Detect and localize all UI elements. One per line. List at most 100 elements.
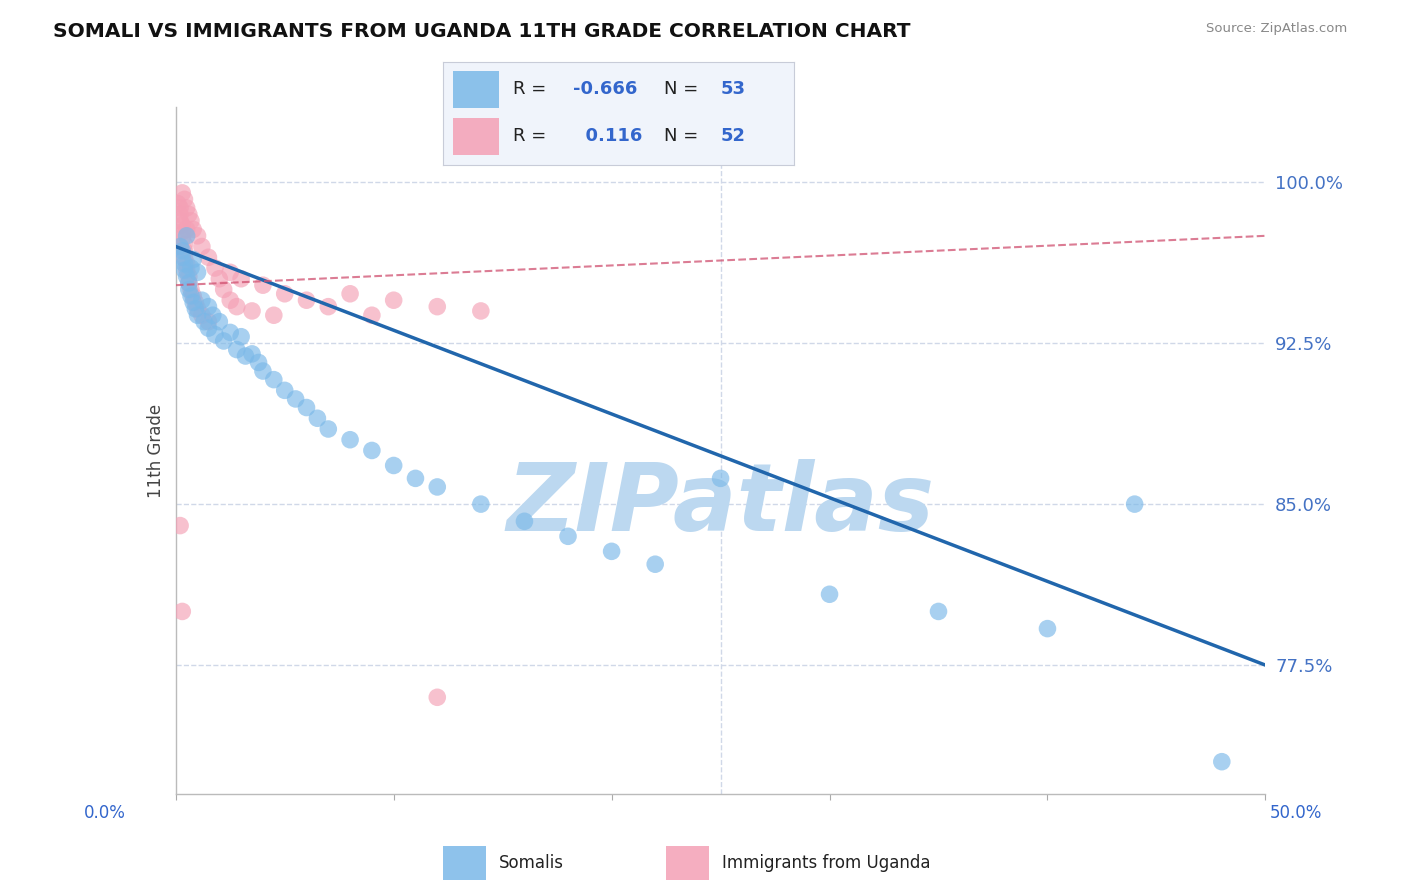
Y-axis label: 11th Grade: 11th Grade [146, 403, 165, 498]
Point [204, 327, 226, 342]
Point [710, 471, 733, 485]
Point [191, 239, 214, 253]
Point [176, 228, 198, 243]
Point [173, 257, 195, 271]
Text: N =: N = [664, 80, 699, 98]
Point [225, 343, 247, 357]
Point [201, 308, 224, 322]
Point [169, 214, 191, 228]
Point [557, 529, 579, 543]
Point [172, 225, 194, 239]
Point [274, 286, 297, 301]
Point [177, 207, 200, 221]
Point [318, 300, 340, 314]
Point [470, 304, 492, 318]
Text: 52: 52 [720, 128, 745, 145]
Point [470, 497, 492, 511]
Point [172, 218, 194, 232]
Point [172, 186, 194, 200]
Point [172, 250, 194, 264]
Point [307, 411, 329, 425]
Point [295, 401, 318, 415]
Point [360, 443, 382, 458]
Point [208, 271, 231, 285]
Point [173, 250, 195, 264]
Point [176, 201, 198, 215]
Point [1036, 622, 1059, 636]
Point [219, 293, 242, 308]
Point [405, 471, 427, 485]
Point [173, 237, 195, 252]
Point [169, 207, 191, 221]
Point [426, 300, 449, 314]
Point [212, 283, 235, 297]
Point [1123, 497, 1146, 511]
Point [176, 263, 198, 277]
Point [186, 308, 209, 322]
Bar [666, 846, 709, 880]
Point [172, 244, 194, 258]
Text: Source: ZipAtlas.com: Source: ZipAtlas.com [1206, 22, 1347, 36]
Point [180, 283, 202, 297]
Point [169, 518, 191, 533]
Point [177, 276, 200, 290]
Text: Somalis: Somalis [499, 854, 564, 872]
Text: SOMALI VS IMMIGRANTS FROM UGANDA 11TH GRADE CORRELATION CHART: SOMALI VS IMMIGRANTS FROM UGANDA 11TH GR… [53, 22, 911, 41]
Point [1211, 755, 1233, 769]
Point [263, 308, 285, 322]
Point [169, 239, 191, 253]
Point [176, 257, 198, 271]
Point [177, 276, 200, 290]
Point [426, 480, 449, 494]
Point [295, 293, 318, 308]
Point [191, 293, 214, 308]
Point [180, 214, 202, 228]
Point [231, 329, 253, 343]
Point [181, 222, 204, 236]
Point [197, 300, 219, 314]
Point [240, 304, 263, 318]
Point [184, 301, 207, 316]
Point [177, 269, 200, 284]
Text: 0.116: 0.116 [574, 128, 643, 145]
Point [181, 289, 204, 303]
Point [318, 422, 340, 436]
Point [204, 260, 226, 275]
Point [252, 278, 274, 293]
Point [818, 587, 841, 601]
Point [173, 263, 195, 277]
Point [339, 286, 361, 301]
Point [513, 514, 536, 528]
Point [172, 231, 194, 245]
Point [181, 295, 204, 310]
Point [197, 315, 219, 329]
Point [284, 392, 307, 406]
Point [193, 315, 215, 329]
Bar [443, 846, 486, 880]
Point [208, 315, 231, 329]
Bar [453, 118, 499, 155]
Point [169, 239, 191, 253]
Text: R =: R = [513, 80, 547, 98]
Point [247, 355, 270, 369]
Point [191, 308, 214, 322]
Text: -0.666: -0.666 [574, 80, 637, 98]
Point [339, 433, 361, 447]
Point [176, 222, 198, 236]
Point [173, 192, 195, 206]
Point [219, 265, 242, 279]
Text: N =: N = [664, 128, 699, 145]
Point [197, 321, 219, 335]
Text: 50.0%: 50.0% [1270, 804, 1322, 822]
Point [928, 604, 950, 618]
Point [169, 201, 191, 215]
Point [219, 326, 242, 340]
Point [231, 271, 253, 285]
Point [172, 604, 194, 618]
Point [644, 558, 666, 572]
Point [240, 347, 263, 361]
Point [197, 250, 219, 264]
Point [180, 289, 202, 303]
Bar [453, 70, 499, 108]
Point [263, 373, 285, 387]
